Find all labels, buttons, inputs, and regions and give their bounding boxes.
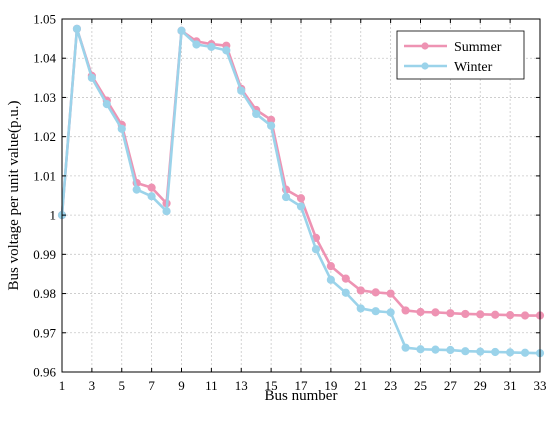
data-point-winter — [476, 347, 485, 356]
data-point-summer — [416, 307, 425, 317]
y-tick-label: 0.99 — [33, 247, 56, 262]
data-point-winter — [386, 308, 395, 317]
data-point-winter — [117, 124, 126, 133]
data-point-summer — [326, 262, 335, 271]
legend-marker-winter — [421, 62, 429, 70]
x-tick-label: 21 — [354, 378, 367, 393]
x-tick-label: 15 — [265, 378, 278, 393]
data-point-summer — [401, 306, 410, 315]
data-point-summer — [356, 286, 365, 295]
data-point-summer — [371, 288, 380, 297]
data-point-winter — [132, 185, 141, 194]
y-tick-label: 1 — [50, 208, 57, 223]
x-tick-label: 31 — [504, 378, 517, 393]
y-tick-label: 1.05 — [33, 12, 56, 27]
x-tick-label: 17 — [295, 378, 309, 393]
data-point-winter — [177, 26, 186, 35]
data-point-summer — [341, 274, 350, 283]
x-tick-label: 19 — [324, 378, 337, 393]
data-point-summer — [296, 194, 306, 203]
x-tick-label: 5 — [119, 378, 126, 393]
data-point-winter — [506, 348, 515, 357]
data-point-winter — [461, 347, 470, 356]
x-tick-label: 11 — [205, 378, 218, 393]
data-point-winter — [252, 109, 261, 119]
y-tick-label: 0.98 — [33, 286, 56, 301]
legend: Summer Winter — [396, 30, 525, 80]
data-point-summer — [520, 311, 530, 320]
data-point-winter — [222, 46, 231, 55]
data-point-summer — [461, 309, 470, 319]
data-point-winter — [416, 345, 425, 354]
x-tick-label: 29 — [474, 378, 487, 393]
data-point-winter — [491, 347, 500, 357]
legend-label-summer: Summer — [454, 40, 502, 55]
data-point-winter — [281, 192, 291, 202]
data-point-winter — [147, 192, 156, 201]
y-tick-label: 1.03 — [33, 90, 56, 105]
y-tick-label: 1.02 — [33, 129, 56, 144]
x-tick-label: 1 — [59, 378, 66, 393]
x-tick-label: 27 — [444, 378, 458, 393]
data-point-winter — [431, 345, 440, 354]
x-tick-label: 33 — [534, 378, 547, 393]
data-point-winter — [401, 343, 410, 352]
data-point-winter — [87, 73, 96, 82]
data-point-summer — [506, 311, 515, 320]
data-point-winter — [446, 345, 455, 355]
x-axis-label: Bus number — [265, 388, 338, 404]
x-tick-label: 7 — [148, 378, 155, 393]
data-point-winter — [162, 207, 171, 216]
y-tick-label: 0.96 — [33, 365, 56, 380]
series-layer — [57, 24, 545, 358]
x-tick-label: 25 — [414, 378, 427, 393]
y-tick-label: 0.97 — [33, 325, 56, 340]
y-tick-label: 1.01 — [33, 168, 56, 183]
data-point-winter — [311, 245, 321, 254]
x-tick-label: 9 — [178, 378, 185, 393]
x-tick-label: 23 — [384, 378, 397, 393]
data-point-summer — [476, 310, 485, 319]
data-point-winter — [296, 202, 306, 211]
x-tick-label: 3 — [89, 378, 96, 393]
data-point-winter — [102, 100, 111, 109]
data-point-summer — [431, 308, 440, 317]
data-point-winter — [371, 307, 380, 316]
data-point-winter — [356, 304, 365, 313]
data-point-winter — [341, 288, 350, 297]
data-point-summer — [147, 183, 156, 192]
data-point-summer — [446, 309, 455, 318]
data-point-winter — [207, 42, 216, 51]
data-point-winter — [520, 348, 530, 357]
data-point-summer — [386, 289, 395, 298]
data-point-winter — [237, 86, 246, 95]
y-tick-label: 1.04 — [33, 51, 56, 66]
axis-ticks: 1 3 5 7 9 11 13 15 17 19 21 23 25 27 29 31 330.960.970.9… — [33, 12, 546, 394]
data-point-winter — [326, 275, 335, 284]
data-point-summer — [491, 310, 500, 319]
y-axis-label: Bus voltage per unit value(p.u.) — [6, 101, 22, 291]
data-point-winter — [267, 121, 276, 130]
data-point-winter — [192, 40, 201, 49]
legend-marker-summer — [421, 42, 429, 50]
legend-label-winter: Winter — [454, 60, 493, 75]
data-point-winter — [72, 24, 82, 33]
legend-box — [396, 30, 525, 80]
x-tick-label: 13 — [235, 378, 248, 393]
